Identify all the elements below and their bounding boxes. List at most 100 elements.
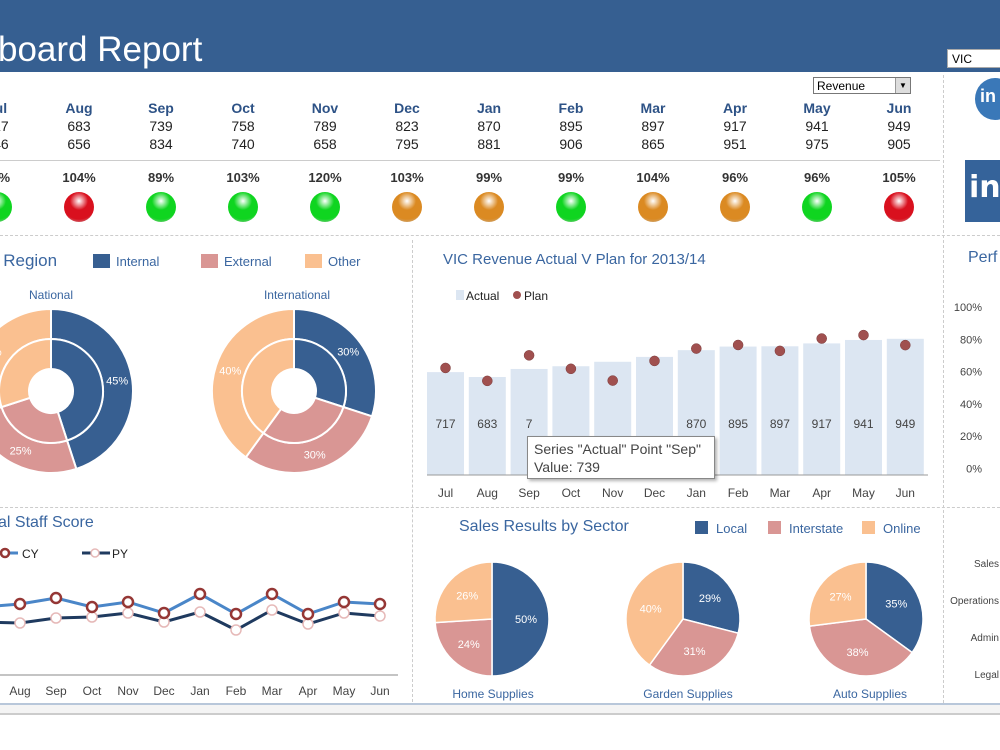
x-tick-label: Nov (117, 684, 138, 698)
staff-score-title: al Staff Score (0, 514, 94, 531)
point-py (338, 607, 350, 619)
pie-title: Garden Supplies (643, 687, 732, 701)
point-cy (49, 591, 63, 605)
kpi-percent: 96% (721, 170, 749, 185)
x-tick-label: Oct (562, 486, 581, 500)
bar-actual (845, 339, 882, 475)
plan-marker (900, 339, 911, 351)
linkedin-icon[interactable]: in (965, 160, 1000, 222)
kpi-percent: 99% (475, 170, 503, 185)
pie-slice-online (808, 561, 867, 627)
legend-swatch-online (862, 521, 875, 534)
kpi-percent: 104% (636, 170, 670, 185)
point-py (86, 611, 98, 623)
chevron-down-icon[interactable]: ▼ (895, 78, 910, 93)
kpi-percent: 99% (557, 170, 585, 185)
kpi-plan: 975 (805, 136, 829, 152)
kpi-percent: 105% (882, 170, 916, 185)
status-green-indicator (228, 192, 258, 222)
bar-actual (719, 346, 757, 475)
donut-inner-segment-other (0, 337, 52, 409)
plan-marker (565, 363, 577, 375)
kpi-actual: 683 (67, 118, 91, 134)
legend-label: Local (716, 521, 747, 536)
kpi-plan: 656 (67, 136, 91, 152)
kpi-month: Oct (231, 100, 255, 116)
kpi-actual: 941 (805, 118, 829, 134)
kpi-percent: 96% (0, 170, 37, 185)
legend-swatch-internal (93, 254, 110, 268)
x-tick-label: Nov (602, 486, 623, 500)
donut-inner-segment-external (262, 396, 345, 444)
plan-marker (440, 362, 451, 374)
kpi-month: Feb (558, 100, 584, 116)
bar-data-label: 683 (477, 417, 497, 431)
linkedin-mascot-icon[interactable]: in (975, 78, 1000, 120)
kpi-plan: 746 (0, 136, 9, 152)
section-divider (0, 235, 1000, 236)
donut-data-label: 30% (337, 347, 359, 359)
status-green-indicator (146, 192, 176, 222)
legend-label: Online (883, 521, 921, 536)
bar-data-label: 897 (770, 417, 790, 431)
bar-data-label: 917 (812, 417, 832, 431)
donut-title: National (29, 288, 73, 302)
region-input[interactable]: VIC (947, 49, 1000, 68)
plan-marker (816, 333, 827, 344)
pie-title: Home Supplies (452, 687, 533, 701)
point-cy (121, 595, 135, 609)
kpi-actual: 789 (313, 118, 337, 134)
legend-marker-py (90, 548, 100, 558)
region-chart-title: y Region (0, 251, 57, 270)
status-red-indicator (884, 192, 914, 222)
tooltip-line2: Value: 739 (534, 459, 600, 475)
revenue-chart-title: VIC Revenue Actual V Plan for 2013/14 (443, 251, 706, 268)
measure-dropdown[interactable]: Revenue ▼ (813, 77, 911, 94)
kpi-plan: 906 (559, 136, 583, 152)
pie-slice-online (434, 561, 493, 624)
kpi-plan: 795 (395, 136, 419, 152)
kpi-actual: 897 (641, 118, 665, 134)
point-py (302, 618, 314, 630)
point-py (14, 617, 26, 629)
kpi-actual: 917 (723, 118, 747, 134)
kpi-actual: 870 (477, 118, 501, 134)
status-orange-indicator (720, 192, 750, 222)
pie-title: Auto Supplies (833, 687, 907, 701)
legend-label-cy: CY (22, 547, 39, 561)
donut-inner-segment-internal (293, 337, 347, 409)
category-label: Admin (971, 633, 999, 644)
x-tick-label: Dec (153, 684, 174, 698)
legend-label-actual: Actual (466, 289, 499, 303)
pie-data-label: 40% (640, 603, 662, 615)
donut-data-label: 25% (10, 446, 32, 458)
legend-marker-plan (513, 291, 521, 299)
pie-slice-local (865, 561, 924, 654)
point-py (374, 610, 386, 622)
donut-title: International (264, 288, 330, 302)
legend-label: Other (328, 254, 361, 269)
x-tick-label: Jun (896, 486, 915, 500)
pie-data-label: 26% (456, 591, 478, 603)
y-tick-label: 0% (966, 464, 982, 476)
sheet-scroll-area[interactable] (0, 703, 1000, 715)
legend-label: External (224, 254, 272, 269)
x-tick-label: Sep (45, 684, 67, 698)
category-label: Sales (974, 559, 999, 570)
kpi-percent: 96% (803, 170, 831, 185)
kpi-plan: 740 (231, 136, 255, 152)
x-tick-label: Apr (299, 684, 318, 698)
plan-marker (732, 339, 744, 351)
legend-label: Interstate (789, 521, 843, 536)
y-tick-label: 80% (960, 334, 982, 346)
kpi-month: Jul (0, 100, 8, 116)
pie-data-label: 24% (458, 639, 480, 651)
status-orange-indicator (474, 192, 504, 222)
bar-data-label: 941 (853, 417, 873, 431)
plan-marker (649, 355, 660, 367)
point-py (230, 624, 242, 636)
kpi-percent: 103% (390, 170, 424, 185)
donut-inner-segment-external (0, 396, 69, 444)
kpi-month: Apr (722, 100, 748, 116)
